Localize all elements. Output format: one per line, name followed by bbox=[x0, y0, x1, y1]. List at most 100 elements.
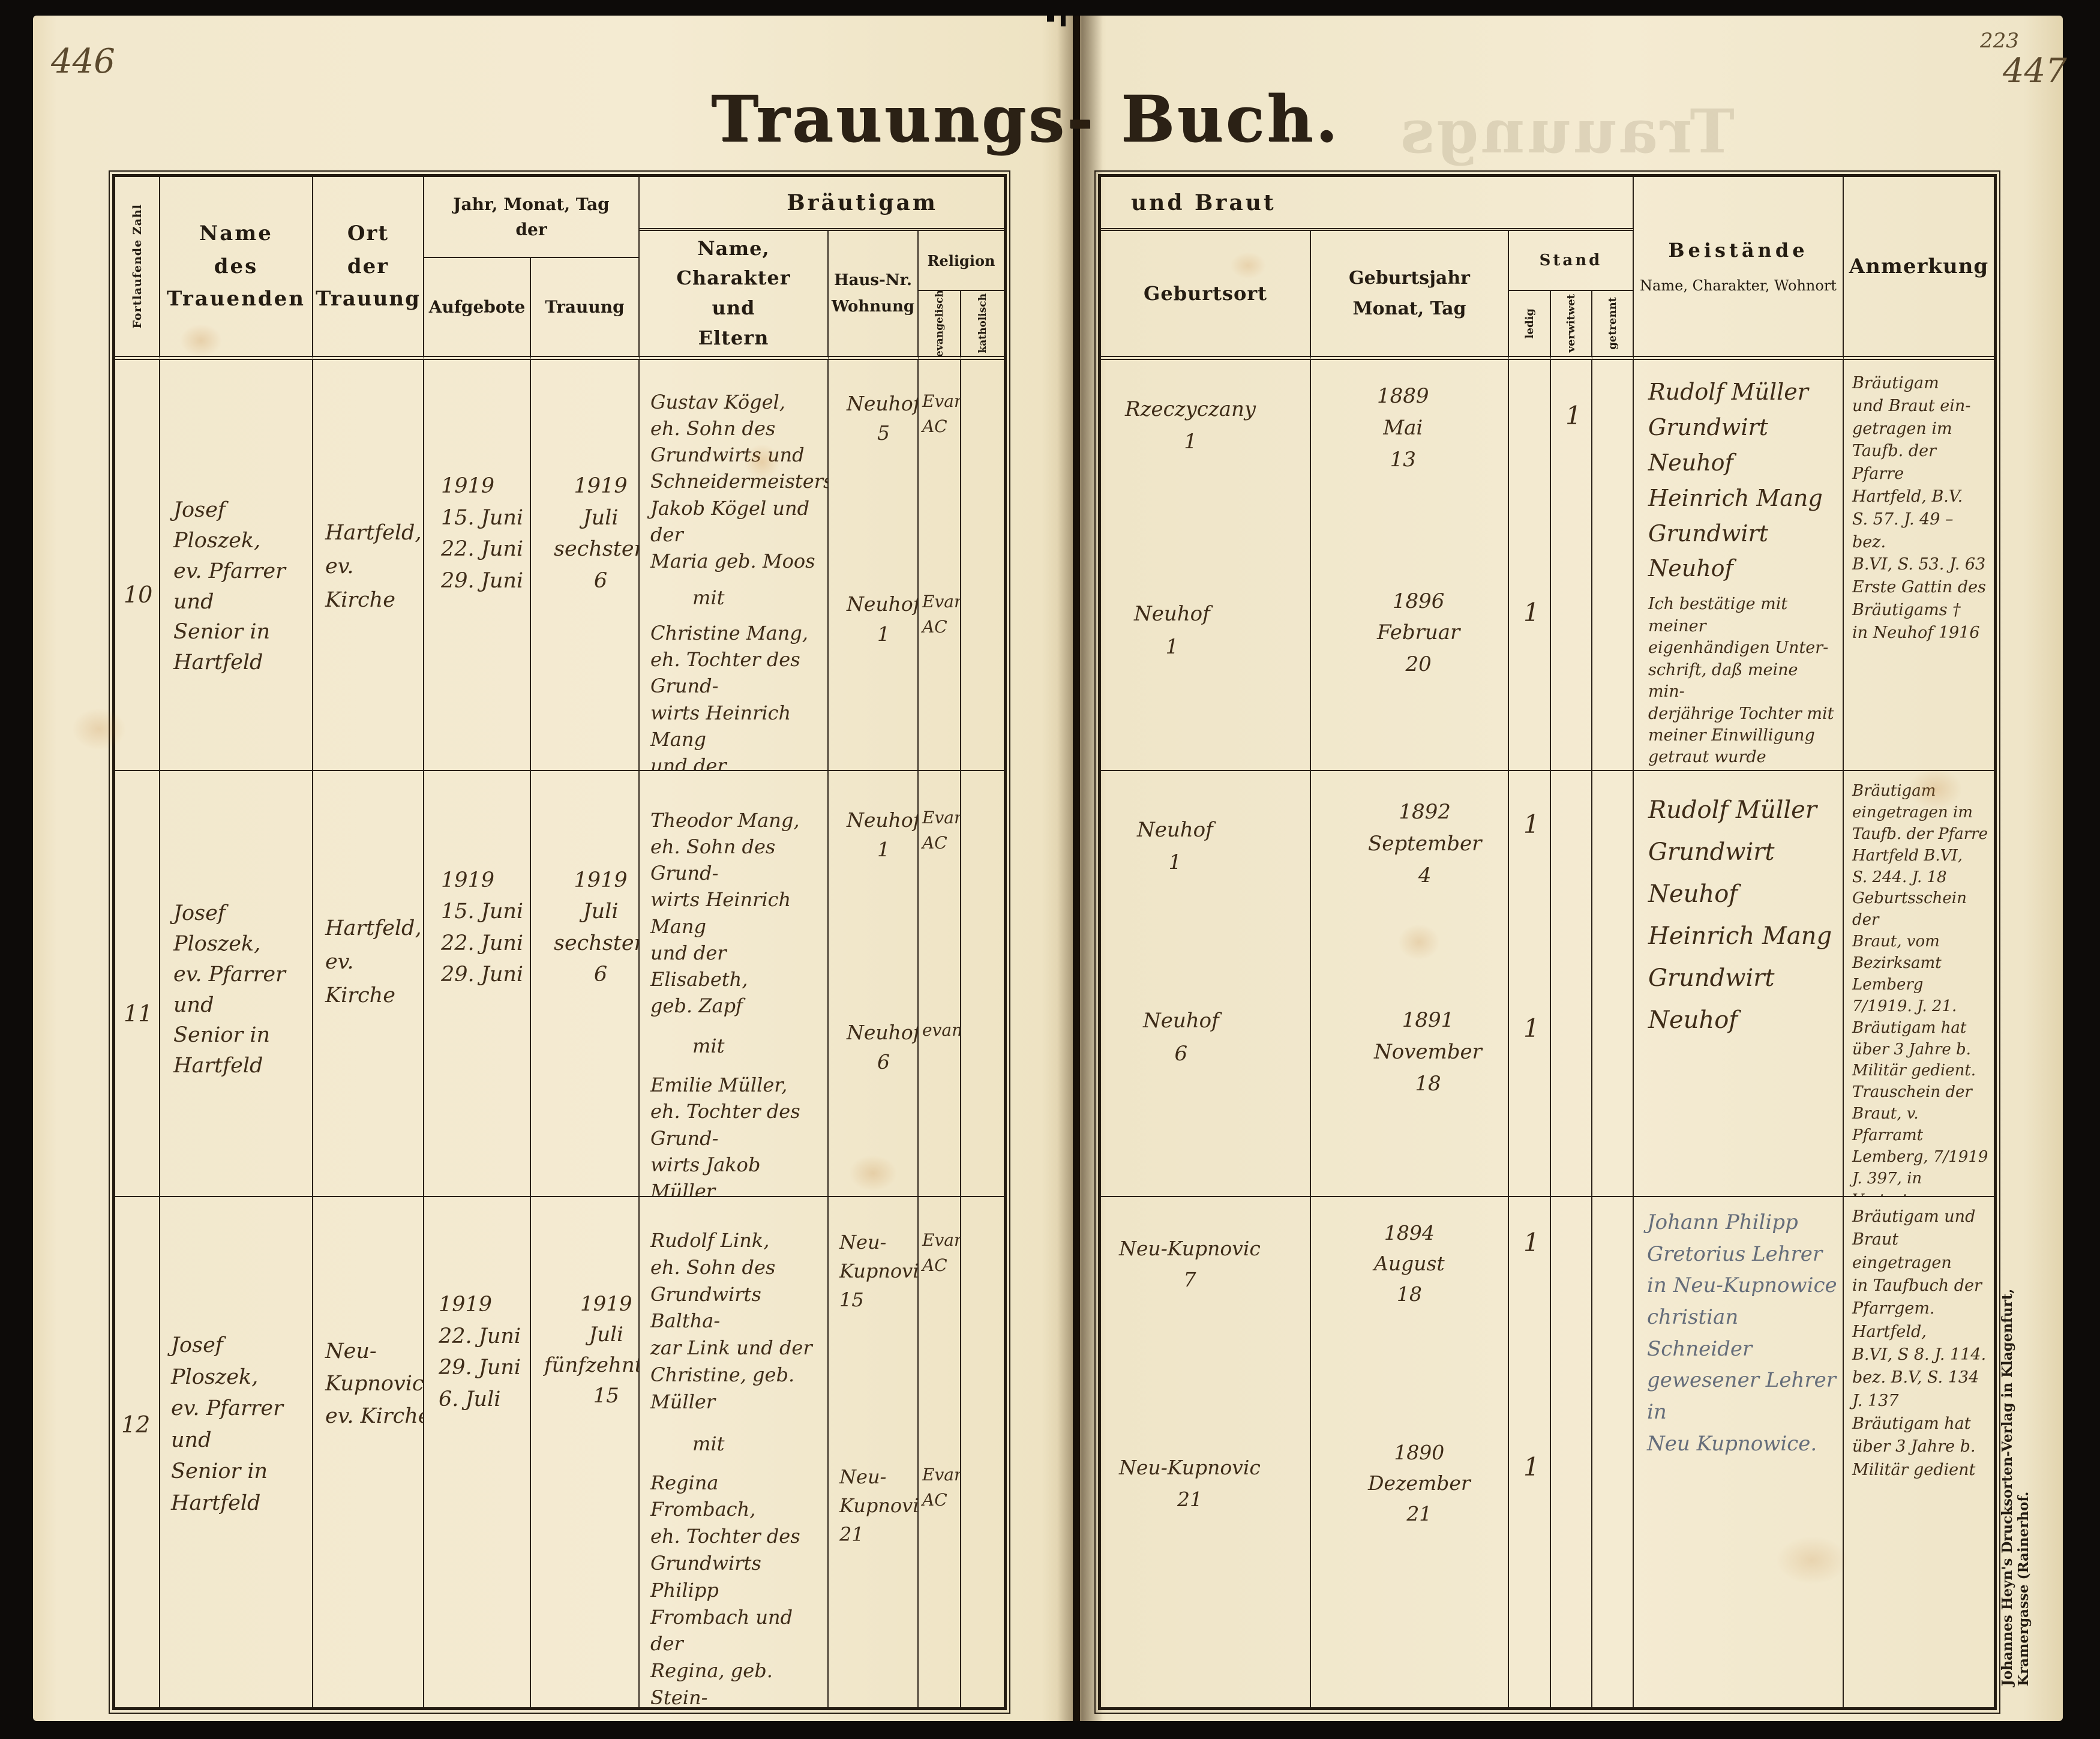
groom-geburtsort: Neuhof 1 bbox=[1137, 817, 1213, 875]
ort-der-trauung: Hartfeld, ev. Kirche bbox=[325, 520, 422, 612]
page-right bbox=[1080, 16, 2063, 1721]
stand-verwitwet-cell bbox=[1551, 1197, 1592, 1707]
header-label: ledig bbox=[1523, 308, 1536, 339]
wohnung-cell: Neuhof 5 Neuhof 1 bbox=[829, 360, 919, 771]
bride-geburtsort: Neu-Kupnovic 21 bbox=[1119, 1456, 1261, 1511]
header-stand: Stand bbox=[1509, 231, 1634, 291]
bride-name-eltern: Emilie Müller, eh. Tochter des Grund- wi… bbox=[650, 1074, 800, 1197]
stand-ledig-cell: 1 bbox=[1509, 360, 1551, 771]
stand-ledig-cell: 1 1 bbox=[1509, 1197, 1551, 1707]
header-verwitwet: verwitwet bbox=[1551, 291, 1592, 360]
name-eltern-cell: Rudolf Link, eh. Sohn des Grundwirts Bal… bbox=[640, 1197, 829, 1707]
religion-evangelisch-cell: Evang. AC evang. bbox=[919, 771, 961, 1197]
header-label: katholisch bbox=[976, 293, 989, 353]
anmerkung-text: Bräutigam eingetragen im Taufb. der Pfar… bbox=[1852, 782, 1988, 1196]
bride-name-eltern: Regina Frombach, eh. Tochter des Grundwi… bbox=[650, 1471, 800, 1707]
ort-cell: Hartfeld, ev. Kirche bbox=[313, 771, 424, 1197]
groom-stand-ledig: 1 bbox=[1523, 1228, 1540, 1257]
groom-religion: Evang. AC bbox=[922, 1230, 960, 1275]
binding-mark bbox=[1061, 0, 1066, 26]
ort-der-trauung: Hartfeld, ev. Kirche bbox=[325, 916, 422, 1008]
header-label: Name, Charakter und Eltern bbox=[676, 236, 791, 349]
anmerkung-cell: Bräutigam und Braut ein- getragen im Tau… bbox=[1844, 360, 1994, 771]
band-und-braut: und Braut bbox=[1101, 177, 1634, 231]
officiant: Josef Ploszek, ev. Pfarrer und Senior in… bbox=[173, 498, 286, 675]
trauung-cell: 1919 Juli fünfzehnten 15 bbox=[531, 1197, 640, 1707]
page-number-right: 447 bbox=[2003, 52, 2067, 91]
geburtsjahr-cell: 1889 Mai 13 1896 Februar 20 bbox=[1311, 360, 1509, 771]
header-ort-der-trauung: Ort der Trauung bbox=[313, 177, 424, 360]
stand-ledig-cell: 1 1 bbox=[1509, 771, 1551, 1197]
bride-stand-ledig: 1 bbox=[1523, 598, 1540, 628]
groom-wohnung: Neu- Kupnovic 15 bbox=[839, 1231, 919, 1311]
row-number-cell: 11 bbox=[115, 771, 160, 1197]
groom-stand-ledig: 1 bbox=[1523, 809, 1540, 839]
geburtsjahr-cell: 1894 August 18 1890 Dezember 21 bbox=[1311, 1197, 1509, 1707]
header-geburtsort: Geburtsort bbox=[1101, 231, 1311, 360]
header-label: Geburtsort bbox=[1144, 282, 1267, 305]
header-beistaende: Beistände Name, Charakter, Wohnort bbox=[1634, 177, 1844, 360]
geburtsjahr-cell: 1892 September 4 1891 November 18 bbox=[1311, 771, 1509, 1197]
bride-wohnung: Neu- Kupnovic 21 bbox=[839, 1465, 919, 1546]
groom-geburtsdatum: 1889 Mai 13 bbox=[1377, 384, 1429, 472]
geburtsort-cell: Neu-Kupnovic 7 Neu-Kupnovic 21 bbox=[1101, 1197, 1311, 1707]
trauung-cell: 1919 Juli sechsten 6 bbox=[531, 771, 640, 1197]
mit-word: mit bbox=[692, 586, 725, 610]
row-number-cell: 10 bbox=[115, 360, 160, 771]
trauung-datum: 1919 Juli fünfzehnten 15 bbox=[544, 1292, 638, 1408]
aufgebote-daten: 1919 15. Juni 22. Juni 29. Juni bbox=[441, 868, 524, 987]
officiant: Josef Ploszek, ev. Pfarrer und Senior in… bbox=[171, 1333, 283, 1515]
header-name-charakter-eltern: Name, Charakter und Eltern bbox=[640, 231, 829, 360]
stand-getrennt-cell bbox=[1592, 360, 1634, 771]
aufgebote-cell: 1919 15. Juni 22. Juni 29. Juni bbox=[424, 771, 531, 1197]
geburtsort-cell: Neuhof 1 Neuhof 6 bbox=[1101, 771, 1311, 1197]
header-label: evangelisch bbox=[933, 291, 946, 357]
binding-mark bbox=[1047, 0, 1054, 22]
header-label: Religion bbox=[927, 251, 995, 269]
bride-religion: Evang. AC bbox=[922, 592, 960, 637]
bride-wohnung: Neuhof 6 bbox=[847, 1020, 919, 1074]
beistaende-namen: Rudolf Müller Grundwirt Neuhof Heinrich … bbox=[1648, 379, 1823, 582]
bride-stand-ledig: 1 bbox=[1523, 1013, 1540, 1043]
table-left: Fortlaufende Zahl Name des Trauenden Ort… bbox=[109, 170, 1010, 1714]
header-label: Fortlaufende Zahl bbox=[130, 204, 144, 329]
beistaende-namen: Johann Philipp Gretorius Lehrer in Neu-K… bbox=[1647, 1210, 1837, 1456]
bride-geburtsort: Neuhof 1 bbox=[1134, 602, 1210, 659]
band-label: und Braut bbox=[1131, 190, 1276, 215]
header-label: Stand bbox=[1539, 251, 1603, 269]
binding-fold-shadow bbox=[1057, 16, 1103, 1721]
religion-katholisch-cell bbox=[961, 360, 1004, 771]
printer-imprint-text: Johannes Heyn's Drucksorten-Verlag in Kl… bbox=[1999, 1288, 2032, 1686]
bride-religion: Evang. AC bbox=[922, 1465, 960, 1510]
header-trauung: Trauung bbox=[531, 258, 640, 360]
anmerkung-cell: Bräutigam eingetragen im Taufb. der Pfar… bbox=[1844, 771, 1994, 1197]
trauung-datum: 1919 Juli sechsten 6 bbox=[554, 474, 640, 593]
header-aufgebote: Aufgebote bbox=[424, 258, 531, 360]
aufgebote-cell: 1919 22. Juni 29. Juni 6. Juli bbox=[424, 1197, 531, 1707]
stand-getrennt-cell bbox=[1592, 1197, 1634, 1707]
bleedthrough-title: Trauungs bbox=[1398, 96, 1735, 167]
anmerkung-text: Bräutigam und Braut eingetragen in Taufb… bbox=[1852, 1207, 1987, 1479]
stand-verwitwet-cell bbox=[1551, 771, 1592, 1197]
groom-name-eltern: Rudolf Link, eh. Sohn des Grundwirts Bal… bbox=[650, 1229, 812, 1413]
row-number: 12 bbox=[121, 1411, 151, 1438]
groom-wohnung: Neuhof 1 bbox=[847, 808, 919, 862]
groom-geburtsdatum: 1894 August 18 bbox=[1374, 1221, 1445, 1306]
officiant-cell: Josef Ploszek, ev. Pfarrer und Senior in… bbox=[160, 1197, 313, 1707]
beistaende-cell: Rudolf Müller Grundwirt Neuhof Heinrich … bbox=[1634, 360, 1844, 771]
beistaende-namen: Rudolf Müller Grundwirt Neuhof Heinrich … bbox=[1648, 796, 1832, 1034]
page-number-small: 223 bbox=[1980, 29, 2019, 53]
anmerkung-cell: Bräutigam und Braut eingetragen in Taufb… bbox=[1844, 1197, 1994, 1707]
aufgebote-daten: 1919 15. Juni 22. Juni 29. Juni bbox=[441, 474, 524, 593]
band-braeutigam: Bräutigam bbox=[640, 177, 1004, 231]
stand-getrennt-cell bbox=[1592, 771, 1634, 1197]
header-label: Name des Trauenden bbox=[167, 221, 305, 311]
groom-religion: Evang. AC bbox=[922, 807, 960, 853]
mit-word: mit bbox=[692, 1035, 725, 1058]
aufgebote-cell: 1919 15. Juni 22. Juni 29. Juni bbox=[424, 360, 531, 771]
header-katholisch: katholisch bbox=[961, 291, 1004, 360]
groom-wohnung: Neuhof 5 bbox=[847, 391, 919, 445]
header-religion: Religion bbox=[919, 231, 1004, 291]
